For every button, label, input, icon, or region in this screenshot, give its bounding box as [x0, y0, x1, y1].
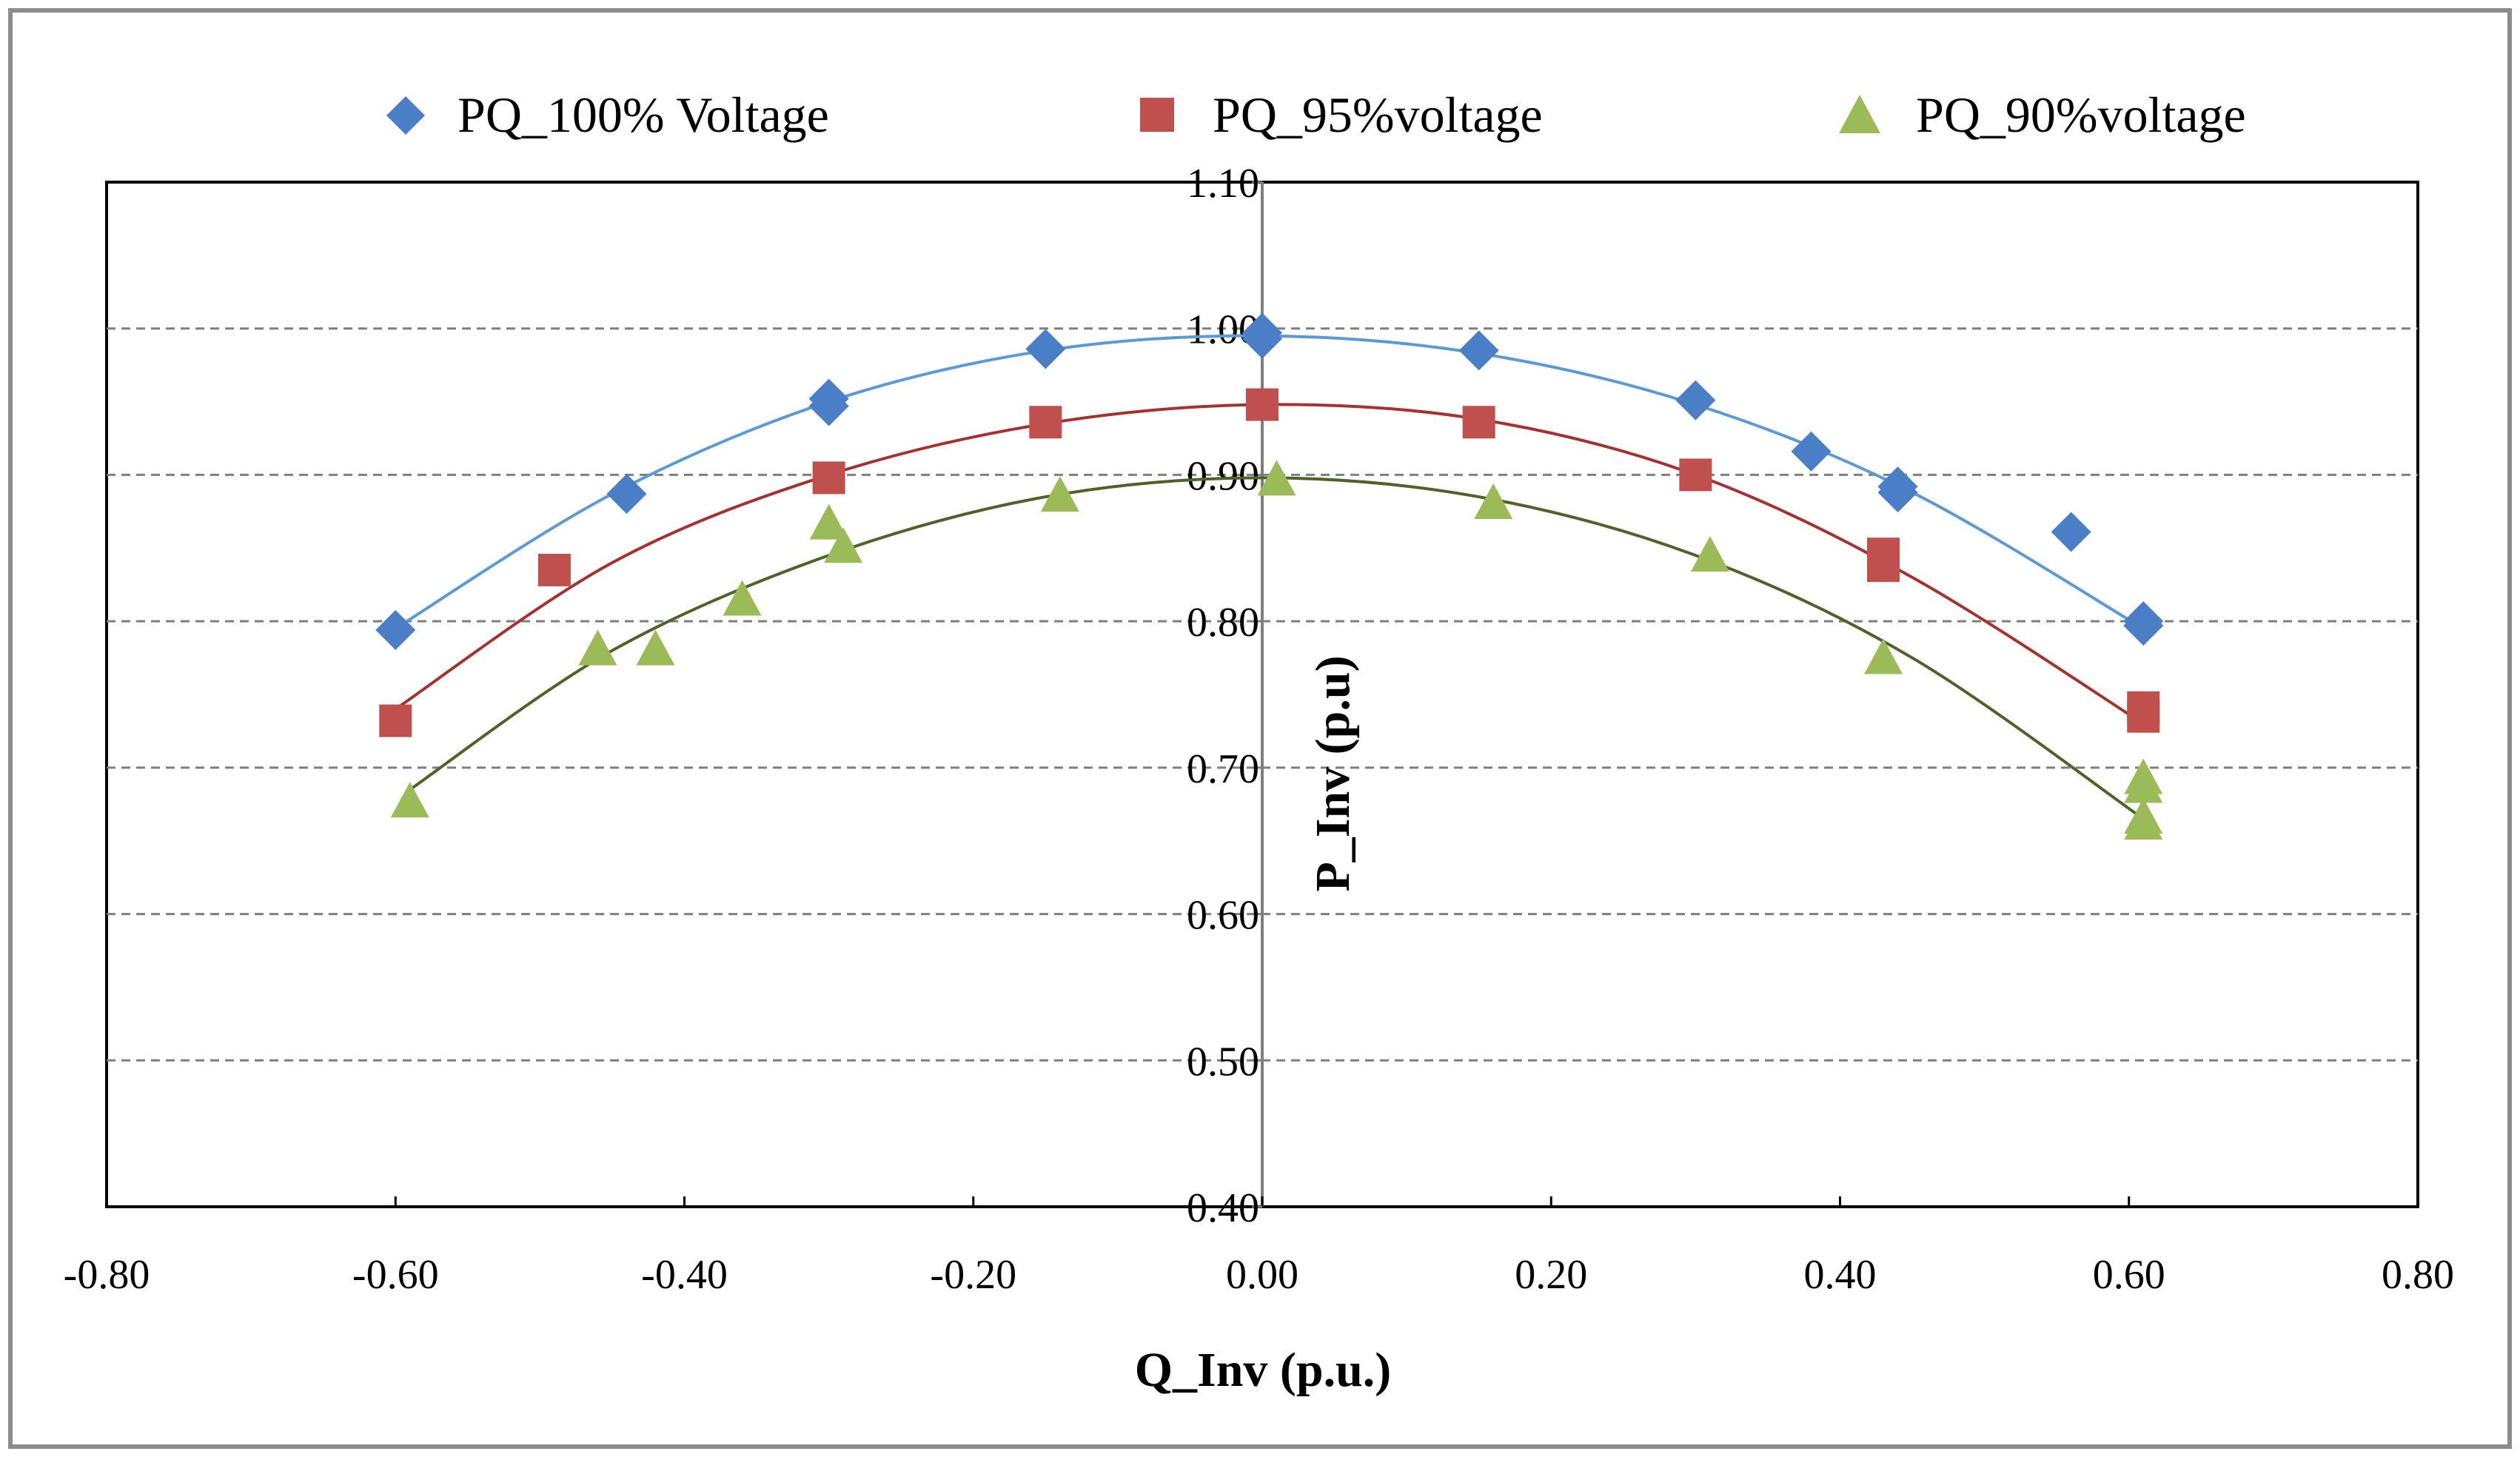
x-tick-label-0: -0.80 — [64, 1252, 150, 1298]
data-markers — [375, 312, 2164, 840]
legend-label-pq-95: PQ_95%voltage — [1213, 87, 1543, 143]
x-tick-label-4: 0.00 — [1226, 1252, 1298, 1298]
x-tick-label-1: -0.60 — [352, 1252, 439, 1298]
marker-series-2-point-8 — [1474, 483, 1513, 519]
marker-series-2-point-1 — [578, 629, 617, 666]
marker-series-0-point-1 — [606, 474, 647, 515]
x-tick-label-6: 0.40 — [1804, 1252, 1877, 1298]
x-tick-label-3: -0.20 — [930, 1252, 1016, 1298]
marker-series-0-point-4 — [1025, 329, 1066, 369]
legend-item-pq-90: PQ_90%voltage — [1839, 87, 2246, 143]
y-tick-label-2: 0.60 — [1187, 893, 1259, 939]
marker-series-0-point-3 — [808, 378, 849, 419]
legend-triangle-icon — [1839, 95, 1880, 133]
y-tick-labels: 0.400.500.600.700.800.901.001.10 — [1187, 161, 1259, 1231]
marker-series-2-point-12 — [2124, 767, 2163, 803]
marker-series-0-point-8 — [1675, 380, 1716, 421]
y-axis-title: P_Inv (p.u) — [1306, 655, 1360, 891]
x-tick-labels: -0.80 -0.60 -0.40 -0.20 0.00 0.20 0.40 0.60 0.80 — [64, 1252, 2454, 1298]
trendline-series-2 — [409, 476, 2145, 820]
marker-series-0-point-7 — [1458, 330, 1499, 371]
y-tick-label-1: 0.50 — [1187, 1039, 1259, 1085]
x-tick-label-7: 0.60 — [2093, 1252, 2165, 1298]
x-tick-label-8: 0.80 — [2382, 1252, 2454, 1298]
marker-series-0-point-11 — [1877, 466, 1918, 507]
marker-series-2-point-4 — [809, 503, 848, 540]
marker-series-2-point-5 — [824, 527, 863, 563]
marker-series-1-point-2 — [812, 461, 845, 495]
marker-series-0-point-0 — [375, 610, 416, 651]
x-axis-title: Q_Inv (p.u.) — [1135, 1343, 1392, 1397]
legend-item-pq-100: PQ_100% Voltage — [386, 87, 829, 143]
marker-series-1-point-10 — [2127, 700, 2160, 733]
marker-series-0-point-12 — [2051, 512, 2091, 552]
marker-series-2-point-6 — [1040, 476, 1079, 512]
marker-series-1-point-4 — [1246, 388, 1279, 421]
marker-series-0-point-9 — [1791, 431, 1832, 472]
legend: PQ_100% Voltage PQ_95%voltage PQ_90%volt… — [386, 87, 2246, 143]
marker-series-1-point-8 — [1867, 537, 1900, 571]
marker-series-2-point-3 — [723, 580, 762, 616]
marker-series-2-point-10 — [1864, 638, 1903, 674]
y-tick-label-7: 1.10 — [1187, 161, 1259, 207]
marker-series-0-point-6 — [1242, 318, 1282, 359]
legend-label-pq-90: PQ_90%voltage — [1916, 87, 2246, 143]
marker-series-0-point-14 — [2123, 601, 2164, 642]
marker-series-2-point-0 — [390, 782, 429, 818]
marker-series-2-point-7 — [1257, 460, 1296, 496]
y-tick-label-0: 0.40 — [1187, 1185, 1259, 1231]
marker-series-1-point-0 — [379, 704, 412, 737]
legend-diamond-icon — [386, 96, 425, 135]
marker-series-1-point-5 — [1462, 406, 1495, 439]
marker-series-1-point-3 — [1029, 406, 1062, 439]
x-tick-label-5: 0.20 — [1515, 1252, 1587, 1298]
marker-series-2-point-14 — [2124, 803, 2163, 840]
marker-series-1-point-1 — [537, 553, 571, 586]
y-tick-label-3: 0.70 — [1187, 746, 1259, 792]
marker-series-2-point-9 — [1690, 536, 1729, 572]
legend-label-pq-100: PQ_100% Voltage — [458, 87, 829, 143]
marker-series-2-point-2 — [636, 629, 675, 666]
legend-item-pq-95: PQ_95%voltage — [1140, 87, 1543, 143]
legend-square-icon — [1140, 98, 1174, 132]
y-tick-label-4: 0.80 — [1187, 600, 1259, 646]
marker-series-1-point-6 — [1679, 458, 1712, 492]
x-tick-label-2: -0.40 — [641, 1252, 728, 1298]
y-tick-label-5: 0.90 — [1187, 453, 1259, 499]
